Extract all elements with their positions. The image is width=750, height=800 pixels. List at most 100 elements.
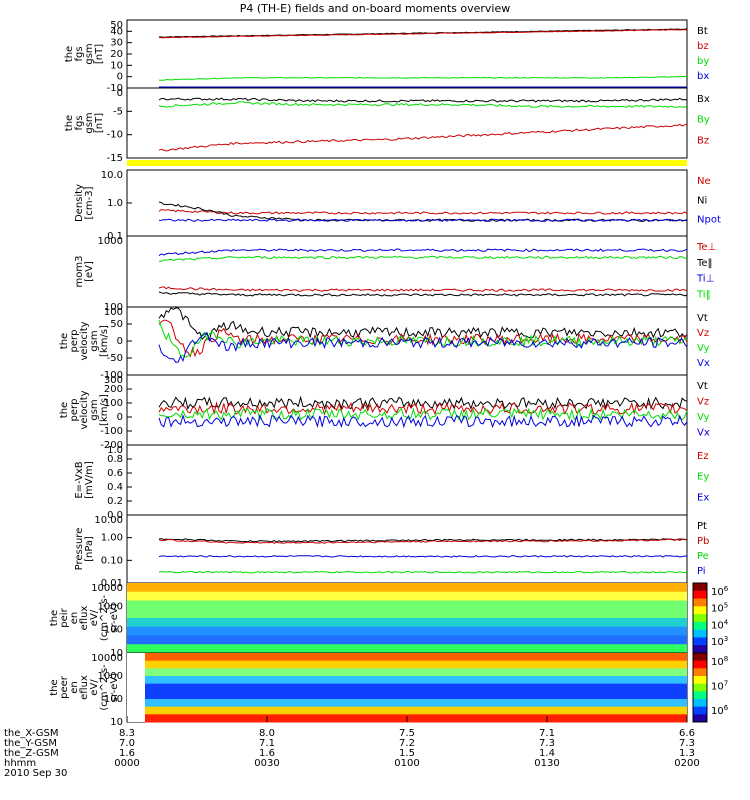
y-label-line: Pressure [74,528,85,571]
x-tick-label: 1.6 [259,748,275,759]
y-axis-label: the perp velocity gsm [km/s] [59,321,110,360]
x-tick-label: 7.2 [399,738,415,749]
y-tick-label: 1000 [98,671,123,682]
colorbar-cell [693,653,707,662]
y-tick-label: 1000 [98,601,123,612]
x-tick-label: 7.3 [679,738,695,749]
spectrogram-band [127,609,687,619]
x-tick-label: 0130 [534,758,559,769]
colorbar-cell [693,668,707,677]
y-tick-label: -100 [100,426,123,437]
colorbar-tick-label: 103 [711,635,728,648]
panel-efield: 1.00.8 0.6 0.4 0.2 0.0 E=-VxB [mV/m] Ez Ey Ex [74,444,709,521]
panel-fgs-gsm-detail: 0 -5 -10 -15 the fgs gsm [nT] Bx By Bz [64,87,710,164]
series-bz [158,29,688,39]
legend-bz: bz [697,41,709,52]
panel-frame [126,235,688,308]
y-axis-label: Density [cm-3] [74,184,95,222]
spectrogram-band [127,591,687,601]
yellow-status-bar [127,160,687,166]
colorbar-tick-label: 106 [711,585,729,598]
spectrogram-band [145,706,687,715]
colorbar-tick-label: 106 [711,704,729,717]
spectrogram-band [145,691,687,700]
series-by [158,75,688,81]
y-label-line: (cm^2-s- [99,594,110,641]
x-row-label: the_Z-GSM [4,748,59,759]
y-axis-label: mom3 [eV] [74,256,95,288]
y-label-line: Density [74,184,85,222]
series-Pb [158,538,688,544]
colorbar-cell [693,660,707,669]
x-tick-label: 0100 [394,758,419,769]
x-tick-label: 7.5 [399,728,415,739]
y-tick-label: -15 [107,153,123,164]
x-tick-label: 1.4 [539,748,555,759]
legend-Bz: Bz [697,135,709,146]
y-tick-label: 10 [110,648,123,659]
series-Vy [158,319,688,358]
panel-frame [126,444,688,516]
y-tick-label: 10.0 [101,170,123,181]
x-tick-label: 6.6 [679,728,695,739]
legend-Te⊥: Te⊥ [696,242,716,253]
series-Pt [158,538,688,543]
x-tick-label: 1.3 [679,748,695,759]
colorbar-cell [693,614,707,623]
y-axis-label: the fgs gsm [nT] [64,112,105,133]
colorbar-cell [693,606,707,615]
x-tick-label: 7.3 [539,738,555,749]
y-label-line: [mV/m] [84,461,95,499]
y-label-line: fgs [74,46,85,61]
x-row-label: the_X-GSM [4,728,58,739]
legend-Pi: Pi [697,566,706,577]
y-tick-label: 1000 [98,236,123,247]
y-tick-label: 0.6 [107,468,123,479]
legend-By: By [697,115,710,126]
chart-title: P4 (TH-E) fields and on-board moments ov… [240,2,511,15]
y-tick-label: 200 [104,384,123,395]
spectrogram-band [145,699,687,708]
x-tick-label: 1.5 [399,748,415,759]
spectrogram-band [145,653,687,662]
y-tick-label: 1.0 [107,198,123,209]
x-tick-label: 0200 [674,758,699,769]
x-tick-label: 7.1 [259,738,275,749]
legend-Pb: Pb [697,536,709,547]
y-tick-label: 20 [110,49,123,60]
y-label-line: [km/s] [99,325,110,357]
y-label-line: fgs [74,115,85,130]
legend-Vy: Vy [697,412,710,423]
y-label-line: mom3 [74,256,85,288]
y-label-line: sr-eV) [109,603,120,632]
series-Pi [158,555,688,558]
legend-Ni: Ni [697,195,707,206]
y-label-line: eflux [79,606,90,631]
panel-electron-spectrogram: 10000 1000 100 10 the peer en eflux eV/(cm^2-s-s… [49,652,729,728]
y-axis-label: the fgs gsm [nT] [64,43,105,64]
spectrogram-band [127,626,687,636]
y-tick-label: 0.01 [101,578,123,589]
y-axis-label: E=-VxB [mV/m] [74,461,95,499]
colorbar-tick-label: 105 [711,602,728,615]
colorbar-cell [693,676,707,685]
panel-frame [126,169,688,237]
series-Vx [158,413,688,429]
legend-Pt: Pt [697,521,707,532]
spectrogram-band [145,714,687,723]
y-label-line: [km/s] [99,394,110,426]
y-tick-label: 0.1 [107,231,123,242]
y-axis-label: the perp velocity gsm [km/s] [59,390,110,429]
x-tick-label: 0000 [114,758,139,769]
y-label-line: (cm^2-s- [99,664,110,711]
legend-Bt: Bt [697,26,708,37]
y-tick-label: 0.10 [101,555,123,566]
legend-Ey: Ey [697,472,709,483]
y-label-line: velocity [79,321,90,360]
y-label-line: [eV] [84,261,95,282]
legend-Bx: Bx [697,94,710,105]
y-tick-label: 30 [110,38,123,49]
legend-Ex: Ex [697,492,709,503]
y-label-line: eV/ [89,679,100,696]
